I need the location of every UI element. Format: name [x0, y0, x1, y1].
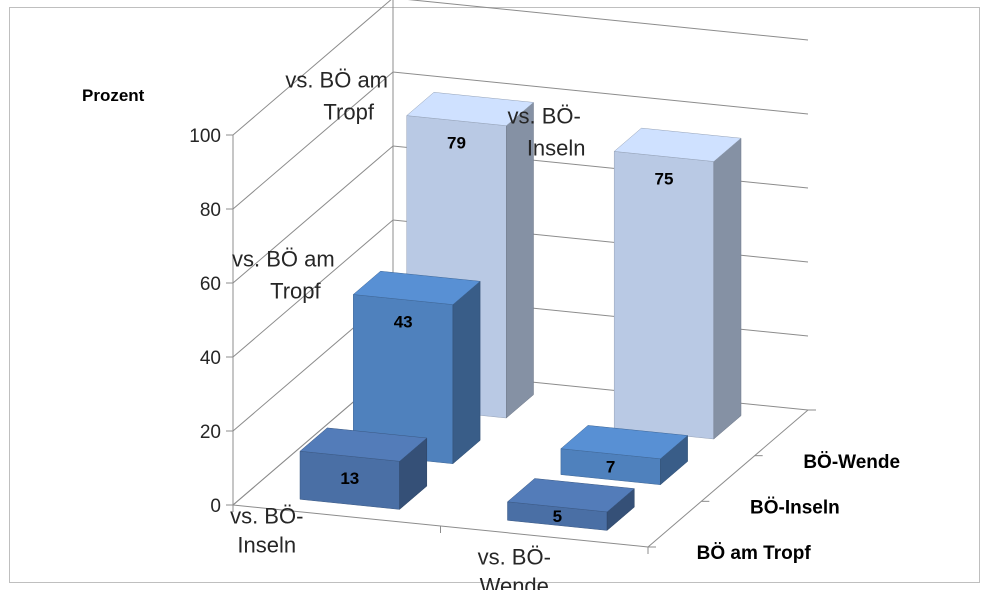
- bar-value-label: 5: [553, 507, 562, 526]
- bar-top-face: [406, 92, 535, 126]
- y-tick-label: 0: [210, 496, 221, 517]
- floating-label: vs. BÖ am Tropf: [285, 68, 388, 125]
- floating-label: vs. BÖ am Tropf: [232, 247, 335, 304]
- bar-front-face: [613, 151, 715, 440]
- y-tick-label: 60: [200, 274, 221, 295]
- chart-frame: [9, 7, 980, 583]
- bar-value-label: 13: [340, 469, 359, 488]
- bar-value-label: 43: [394, 313, 413, 332]
- category-label: vs. BÖ-Wende: [478, 545, 551, 590]
- series-label: BÖ-Wende: [803, 452, 900, 473]
- bar-value-label: 75: [655, 169, 674, 188]
- y-tick-labels: 0 20 40 60 80 100: [189, 126, 221, 517]
- bar-value-label: 7: [606, 458, 615, 477]
- series-label: BÖ am Tropf: [697, 543, 812, 564]
- bar-side-face: [713, 137, 742, 440]
- bar-top-face: [299, 427, 428, 462]
- bar-value-label: 79: [447, 134, 466, 153]
- gridline: [232, 0, 809, 136]
- bar-top-face: [613, 127, 742, 162]
- y-axis-label: Prozent: [82, 86, 145, 105]
- bar-2-1: 75: [613, 127, 742, 440]
- bar-1-1: 7: [560, 425, 689, 486]
- y-tick-label: 100: [189, 126, 221, 147]
- floating-labels: vs. BÖ am Tropf vs. BÖ am Tropf vs. BÖ-Insel…: [232, 68, 586, 304]
- bar-0-0: 13: [299, 427, 428, 510]
- category-labels: vs. BÖ-Inseln vs. BÖ-Wende: [230, 504, 551, 590]
- series-label: BÖ-Inseln: [750, 498, 840, 519]
- category-label: vs. BÖ-Inseln: [230, 504, 303, 558]
- floating-label: vs. BÖ-Inseln: [508, 103, 586, 160]
- y-tick-label: 40: [200, 348, 221, 369]
- gridline: [232, 71, 809, 210]
- bar-side-face: [452, 280, 481, 465]
- bar-top-face: [352, 270, 481, 305]
- floor-right-edge: [647, 409, 809, 548]
- bar-top-face: [560, 425, 689, 460]
- series-labels: BÖ am Tropf BÖ-Inseln BÖ-Wende: [697, 452, 900, 564]
- bar-1-0: 43: [352, 270, 481, 465]
- y-tick-label: 20: [200, 422, 221, 443]
- y-tick-label: 80: [200, 200, 221, 221]
- bar-0-1: 5: [506, 478, 635, 531]
- bar-top-face: [506, 478, 635, 513]
- bars: 79 75 43 7 13 5: [299, 92, 742, 531]
